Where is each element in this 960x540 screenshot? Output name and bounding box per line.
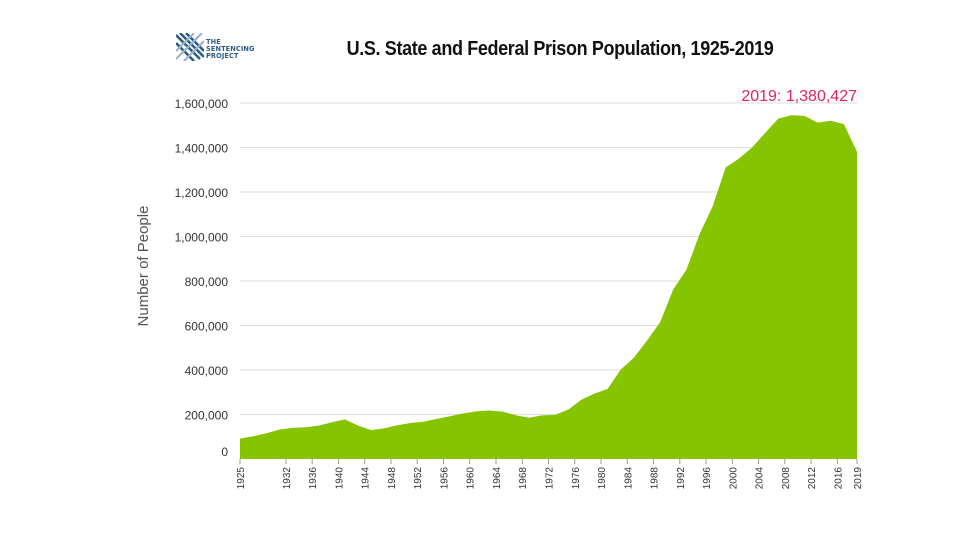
- y-axis-ticks: 0 200,000 400,000 600,000 800,000 1,000,000 1,…: [175, 97, 229, 459]
- x-tick-label: 1952: [413, 467, 424, 490]
- x-tick-label: 1948: [387, 467, 398, 490]
- x-tick-label: 1980: [597, 467, 608, 490]
- y-tick-label: 200,000: [185, 409, 229, 423]
- x-tick-label: 1960: [466, 467, 477, 490]
- y-tick-label: 600,000: [185, 320, 229, 334]
- x-tick-label: 1936: [308, 467, 319, 490]
- chart-title: U.S. State and Federal Prison Population…: [346, 38, 774, 60]
- x-tick-label: 1944: [361, 467, 372, 490]
- sentencing-project-logo: THE SENTENCING PROJECT: [176, 33, 276, 65]
- x-tick-label: 1964: [492, 467, 503, 490]
- y-tick-label: 1,600,000: [175, 97, 229, 111]
- x-tick-label: 1932: [282, 467, 293, 490]
- x-tick-label: 2004: [755, 467, 766, 490]
- x-tick-label: 1988: [650, 467, 661, 490]
- logo-line-2: SENTENCING: [206, 45, 255, 53]
- x-tick-label: 1976: [571, 467, 582, 490]
- x-tick-label: 2012: [807, 467, 818, 490]
- x-tick-label: 1956: [439, 467, 450, 490]
- y-tick-label: 800,000: [185, 275, 229, 289]
- x-tick-label: 2000: [728, 467, 739, 490]
- x-tick-label: 2008: [781, 467, 792, 490]
- y-tick-label: 400,000: [185, 364, 229, 378]
- logo-line-1: THE: [206, 38, 221, 46]
- x-tick-label: 1972: [545, 467, 556, 490]
- chart-area-layer: [240, 115, 857, 459]
- y-tick-label: 1,200,000: [175, 186, 229, 200]
- x-tick-label: 2016: [833, 467, 844, 490]
- y-tick-label: 1,000,000: [175, 231, 229, 245]
- y-axis-label: Number of People: [135, 206, 152, 327]
- x-axis-ticks: 1925 1932 1936 1940 1944 1948 1952 1956 1960 1964…: [236, 459, 864, 489]
- x-tick-label: 1996: [702, 467, 713, 490]
- x-tick-label: 1992: [676, 467, 687, 490]
- logo-mark-icon: [176, 33, 204, 61]
- latest-value-annotation: 2019: 1,380,427: [741, 88, 857, 105]
- x-tick-label: 1984: [623, 467, 634, 490]
- x-tick-label: 1940: [334, 467, 345, 490]
- logo-line-3: PROJECT: [206, 52, 239, 60]
- x-tick-label: 2019: [853, 467, 864, 490]
- x-tick-label: 1968: [518, 467, 529, 490]
- y-tick-label: 1,400,000: [175, 142, 229, 156]
- prison-population-area: [240, 115, 857, 459]
- x-tick-label: 1925: [236, 467, 247, 490]
- y-tick-label: 0: [221, 445, 228, 459]
